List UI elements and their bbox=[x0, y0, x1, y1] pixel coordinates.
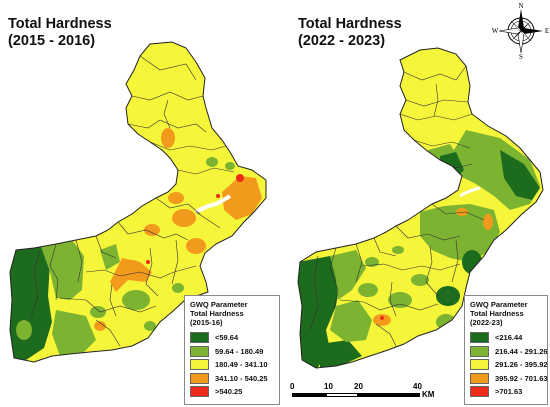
legend-title-line2: Total Hardness bbox=[470, 309, 524, 318]
legend-item: 341.10 - 540.25 bbox=[190, 372, 274, 386]
right-map-title-line2: (2022 - 2023) bbox=[298, 33, 386, 49]
legend-swatch bbox=[470, 332, 489, 344]
legend-label: <216.44 bbox=[495, 333, 523, 343]
scale-segment bbox=[326, 393, 358, 397]
legend-item: <216.44 bbox=[470, 331, 542, 345]
legend-item: 291.26 - 395.92 bbox=[470, 358, 548, 372]
left-map-title-line2: (2015 - 2016) bbox=[8, 33, 96, 49]
legend-item: 180.49 - 341.10 bbox=[190, 358, 274, 372]
legend-label: >701.63 bbox=[495, 387, 523, 397]
scale-bar: 0 10 20 40 KM bbox=[290, 382, 440, 403]
legend-label: 59.64 - 180.49 bbox=[215, 346, 264, 356]
compass-west-label: W bbox=[492, 27, 499, 35]
legend-swatch bbox=[190, 332, 209, 344]
right-map-title-line1: Total Hardness bbox=[298, 16, 402, 32]
legend-swatch bbox=[470, 359, 489, 371]
scale-segment bbox=[358, 393, 420, 397]
legend-item: 395.92 - 701.63 bbox=[470, 372, 548, 386]
legend-label: <59.64 bbox=[215, 333, 239, 343]
legend-item: 216.44 - 291.26 bbox=[470, 345, 548, 359]
scale-tick-label: 40 bbox=[413, 382, 422, 391]
legend-label: 216.44 - 291.26 bbox=[495, 346, 548, 356]
legend-year: (2022-23) bbox=[470, 318, 503, 327]
legend-swatch bbox=[190, 372, 209, 384]
legend-item: >701.63 bbox=[470, 385, 542, 399]
legend-label: 180.49 - 341.10 bbox=[215, 360, 268, 370]
legend-swatch bbox=[470, 372, 489, 384]
compass-north-label: N bbox=[518, 2, 523, 10]
legend-swatch bbox=[190, 345, 209, 357]
left-map-title: Total Hardness (2015 - 2016) bbox=[8, 16, 112, 50]
legend-swatch bbox=[470, 345, 489, 357]
legend-year: (2015-16) bbox=[190, 318, 223, 327]
legend-label: 395.92 - 701.63 bbox=[495, 373, 548, 383]
scale-tick-label: 20 bbox=[354, 382, 363, 391]
left-map-title-line1: Total Hardness bbox=[8, 16, 112, 32]
legend-item: >540.25 bbox=[190, 385, 274, 399]
scale-segment bbox=[292, 393, 326, 397]
legend-classes: <216.44 216.44 - 291.26 291.26 - 395.92 395… bbox=[470, 331, 548, 399]
scale-tick-label: 10 bbox=[324, 382, 333, 391]
right-map-legend: GWQ Parameter Total Hardness (2022-23) <… bbox=[464, 295, 548, 405]
scale-unit-label: KM bbox=[422, 390, 435, 399]
legend-label: 291.26 - 395.92 bbox=[495, 360, 548, 370]
scale-tick-label: 0 bbox=[290, 382, 295, 391]
legend-item: 59.64 - 180.49 bbox=[190, 345, 274, 359]
compass-south-label: S bbox=[519, 53, 523, 60]
legend-label: 341.10 - 540.25 bbox=[215, 373, 268, 383]
legend-title-line1: GWQ Parameter bbox=[470, 300, 528, 309]
legend-title-line2: Total Hardness bbox=[190, 309, 244, 318]
legend-item: <59.64 bbox=[190, 331, 274, 345]
legend-swatch bbox=[190, 359, 209, 371]
left-map-legend: GWQ Parameter Total Hardness (2015-16) <… bbox=[184, 295, 280, 405]
compass-rose-icon: N S E W bbox=[492, 2, 549, 60]
right-map-title: Total Hardness (2022 - 2023) bbox=[298, 16, 402, 50]
compass-east-label: E bbox=[545, 27, 549, 35]
legend-title-line1: GWQ Parameter bbox=[190, 300, 248, 309]
legend-swatch bbox=[470, 386, 489, 398]
legend-swatch bbox=[190, 386, 209, 398]
legend-classes: <59.64 59.64 - 180.49 180.49 - 341.10 341.1… bbox=[190, 331, 274, 399]
legend-label: >540.25 bbox=[215, 387, 243, 397]
